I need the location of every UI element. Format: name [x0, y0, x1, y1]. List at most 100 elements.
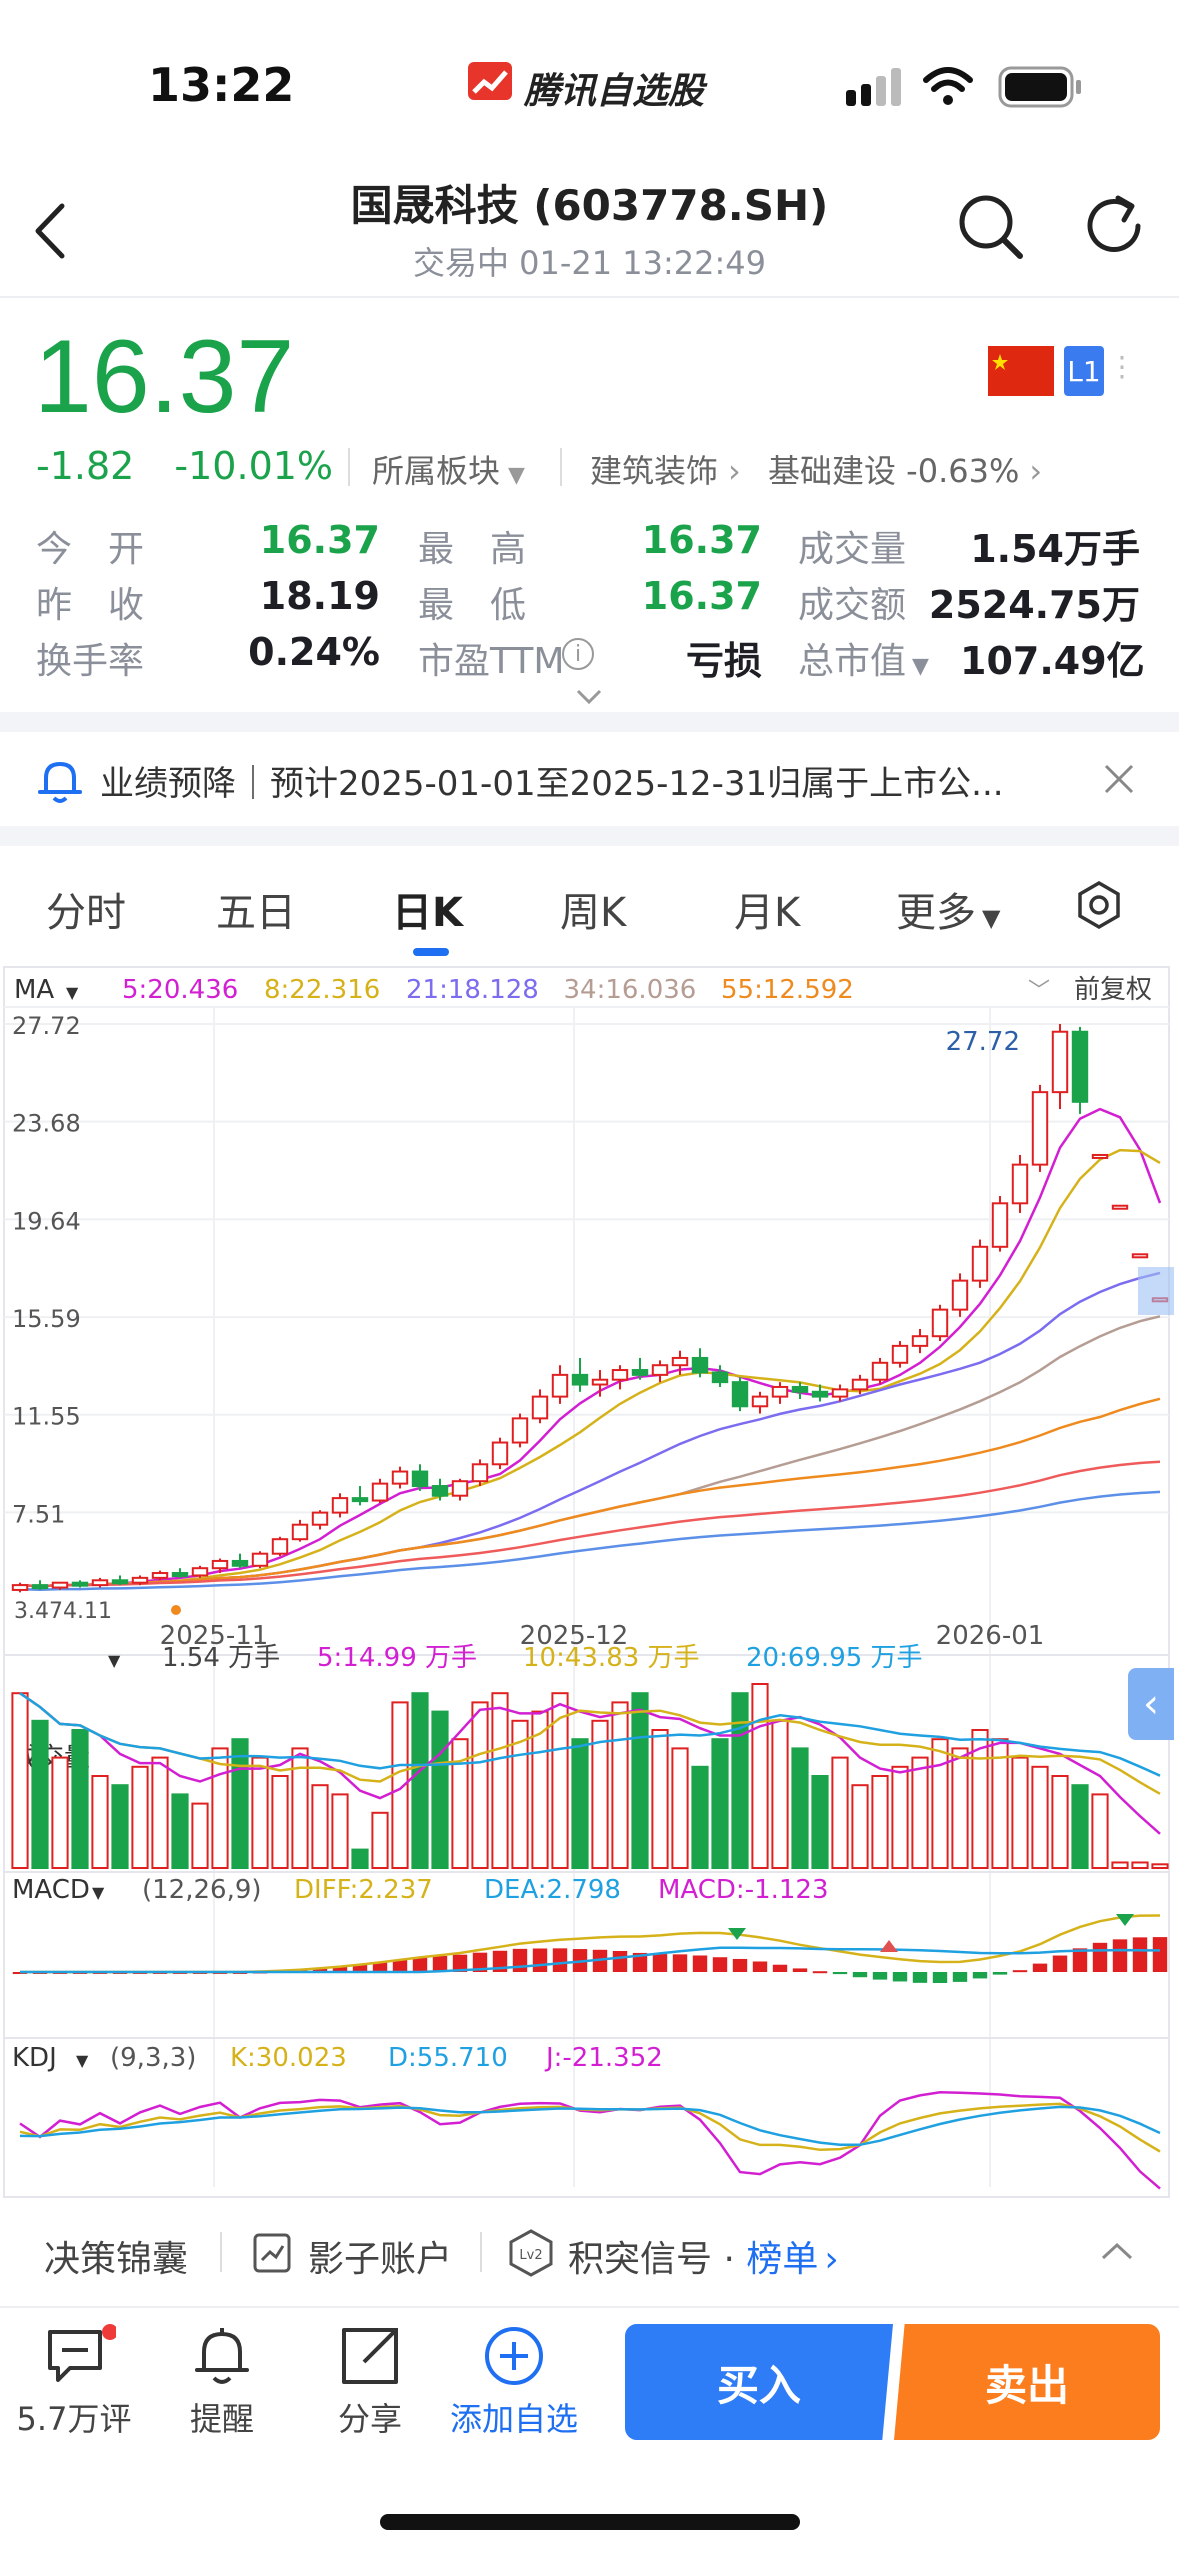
- volume-bar: [1111, 1861, 1129, 1869]
- y-tick-label: 19.64: [12, 1207, 81, 1235]
- macd-bar: [1112, 1939, 1128, 1972]
- comment-icon[interactable]: [44, 2324, 116, 2390]
- battery-icon: [998, 66, 1081, 108]
- kline-chart[interactable]: MA ▼ 5:20.436 8:22.316 21:18.128 34:16.036 55:…: [0, 962, 1179, 2202]
- volume-bar: [351, 1848, 369, 1869]
- volume-bar: [131, 1765, 149, 1869]
- macd-panel: MACD ▼ (12,26,9) DIFF:2.237 DEA:2.798 MACD:-1…: [4, 1875, 1169, 2039]
- candle-body: [91, 1579, 109, 1587]
- chevron-right-icon: ›: [824, 2239, 839, 2280]
- collapse-panel-tab[interactable]: ‹: [1128, 1668, 1174, 1740]
- candle-body: [1111, 1204, 1129, 1210]
- more-dots-icon[interactable]: ⋮: [1108, 350, 1136, 383]
- notice-banner[interactable]: [0, 738, 1179, 820]
- tab-weekly-k[interactable]: 周K: [560, 890, 627, 936]
- trading-status: 交易中 01-21 13:22:49: [412, 244, 767, 282]
- low-annotation: 3.474.11: [14, 1599, 112, 1624]
- remind-label[interactable]: 提醒: [189, 2400, 254, 2438]
- sector-2-link[interactable]: 基础建设 -0.63% ›: [768, 446, 1042, 492]
- candle-body: [951, 1279, 969, 1311]
- macd-bar: [772, 1964, 788, 1972]
- candle-body: [731, 1381, 749, 1408]
- add-watch-label[interactable]: 添加自选: [449, 2400, 578, 2438]
- add-watch-icon[interactable]: [482, 2324, 546, 2388]
- macd-bar: [312, 1968, 328, 1972]
- refresh-icon[interactable]: [1080, 192, 1150, 262]
- back-icon[interactable]: [30, 200, 70, 262]
- candle-body: [31, 1584, 49, 1590]
- kdj-line: [19, 2105, 1161, 2147]
- volume-bar: [491, 1692, 509, 1870]
- macd-bar: [912, 1972, 928, 1983]
- volume-bar: [111, 1784, 129, 1870]
- volume-bar: [591, 1719, 609, 1869]
- bell-icon[interactable]: [192, 2324, 252, 2390]
- volume-bar: [871, 1775, 889, 1869]
- tab-monthly-k[interactable]: 月K: [734, 890, 801, 936]
- macd-bar: [712, 1957, 728, 1972]
- expand-chevron-icon[interactable]: [576, 688, 602, 706]
- mcap-value: 107.49亿: [960, 639, 1145, 683]
- macd-legend-item: DEA:2.798: [484, 1875, 621, 1905]
- stock-title: 国晟科技 (603778.SH): [350, 181, 829, 230]
- share-label[interactable]: 分享: [337, 2400, 402, 2438]
- buy-button[interactable]: 买入: [625, 2324, 893, 2440]
- search-icon[interactable]: [956, 192, 1026, 262]
- tab-daily-k[interactable]: 日K: [392, 890, 463, 936]
- ma-line: [19, 1107, 1162, 1588]
- ma-legend-item: 55:12.592: [721, 975, 854, 1005]
- shadow-account[interactable]: 影子账户: [308, 2239, 453, 2280]
- candle-body: [1131, 1253, 1149, 1259]
- mcap-dropdown[interactable]: 总市值 ▼: [798, 632, 929, 684]
- volume-legend-item: 10:43.83 万手: [523, 1643, 700, 1673]
- volume-legend-item: 20:69.95 万手: [746, 1643, 923, 1673]
- candle-body: [691, 1356, 709, 1374]
- volume-panel: 成交量▼ 1.54 万手 5:14.99 万手 10:43.83 万手 20:69.95…: [4, 1643, 1169, 1873]
- volume-bar: [1131, 1861, 1149, 1869]
- sell-button[interactable]: 卖出: [894, 2324, 1160, 2440]
- wifi-icon: [923, 67, 973, 105]
- signal-feature[interactable]: 积突信号 · 榜单 ›: [568, 2230, 839, 2282]
- close-icon[interactable]: [1102, 762, 1136, 796]
- volume-bar: [891, 1765, 909, 1869]
- macd-legend-item: DIFF:2.237: [294, 1875, 433, 1905]
- sector-1-link[interactable]: 建筑装饰 ›: [590, 446, 741, 492]
- china-flag-icon: [988, 346, 1054, 396]
- ranking-link[interactable]: 榜单: [746, 2239, 819, 2280]
- open-value: 16.37: [259, 518, 380, 562]
- candle-body: [871, 1361, 889, 1381]
- volume-bar: [1031, 1765, 1049, 1869]
- candle-body: [891, 1344, 909, 1364]
- info-icon[interactable]: i: [562, 638, 594, 670]
- sector-dropdown[interactable]: 所属板块 ▼: [372, 446, 525, 492]
- settings-icon[interactable]: [1076, 880, 1122, 930]
- chevron-up-icon[interactable]: [1100, 2240, 1134, 2262]
- candle-body: [431, 1485, 449, 1497]
- level-badge[interactable]: L1: [1064, 346, 1104, 396]
- share-icon[interactable]: [338, 2324, 402, 2388]
- macd-bar: [592, 1949, 608, 1972]
- tab-five-day[interactable]: 五日: [216, 890, 296, 936]
- ma-lines: [19, 1107, 1162, 1591]
- candle-body: [71, 1581, 89, 1587]
- volume-bar: [391, 1701, 409, 1870]
- macd-bar: [632, 1952, 648, 1972]
- volume-bar: [751, 1683, 769, 1869]
- change-row: -1.82 -10.01%: [36, 444, 333, 488]
- kdj-legend-item: D:55.710: [388, 2043, 508, 2073]
- sector-1-label: 建筑装饰: [590, 452, 719, 490]
- tab-intraday[interactable]: 分时: [46, 890, 126, 936]
- chevron-right-icon: ›: [1029, 452, 1043, 490]
- signal-icon: [846, 68, 901, 106]
- tab-more[interactable]: 更多 ▼: [896, 880, 1000, 938]
- svg-text:Lv2: Lv2: [519, 2248, 542, 2263]
- caret-down-icon: ▼: [92, 1883, 105, 1902]
- caret-down-icon: ▼: [982, 904, 1001, 932]
- bell-icon: [38, 762, 82, 803]
- mcap-label: 总市值: [798, 641, 907, 682]
- decision-kit[interactable]: 决策锦囊: [44, 2239, 189, 2280]
- candle-body: [11, 1584, 29, 1591]
- header-divider: [0, 296, 1179, 298]
- candle-body: [311, 1511, 329, 1526]
- comments-count[interactable]: 5.7万评: [16, 2400, 132, 2438]
